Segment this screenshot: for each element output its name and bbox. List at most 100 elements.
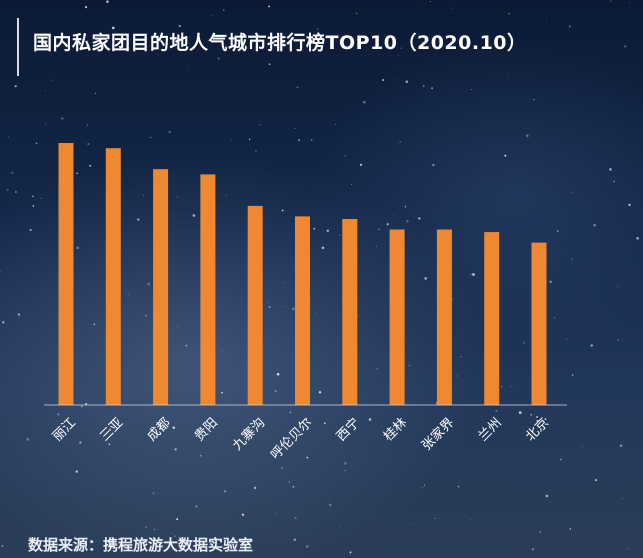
- star: [470, 274, 472, 276]
- star: [432, 163, 435, 167]
- star: [397, 79, 399, 80]
- star: [32, 195, 34, 197]
- star: [351, 183, 353, 185]
- star: [471, 519, 473, 521]
- star: [344, 155, 346, 157]
- star: [61, 117, 64, 120]
- bar: [531, 242, 547, 405]
- star: [289, 411, 291, 413]
- star: [128, 293, 130, 296]
- star: [323, 422, 326, 425]
- star: [0, 271, 1, 273]
- star: [386, 223, 389, 226]
- star: [29, 228, 32, 232]
- star: [357, 316, 359, 317]
- star: [420, 3, 422, 5]
- star: [422, 84, 425, 88]
- bar: [58, 143, 74, 405]
- star: [80, 405, 84, 408]
- star: [189, 114, 191, 115]
- title-accent-bar: [17, 18, 19, 76]
- bar: [105, 148, 121, 405]
- star: [93, 323, 96, 326]
- star: [318, 391, 322, 394]
- star: [359, 163, 363, 166]
- star: [89, 164, 92, 167]
- star: [276, 372, 280, 376]
- star: [76, 246, 80, 250]
- star: [424, 277, 428, 280]
- x-tick-label: 贵阳: [192, 415, 221, 444]
- star: [627, 548, 629, 550]
- star: [626, 98, 628, 100]
- star: [108, 20, 109, 22]
- star: [610, 0, 612, 2]
- star: [177, 326, 179, 328]
- star: [268, 306, 271, 309]
- star: [406, 219, 409, 223]
- star: [495, 409, 498, 412]
- star: [217, 57, 220, 60]
- star: [511, 385, 513, 387]
- star: [421, 41, 424, 44]
- star: [111, 26, 115, 30]
- star: [172, 426, 176, 430]
- x-tick-label: 成都: [145, 415, 174, 444]
- star: [284, 282, 286, 283]
- star: [518, 411, 522, 414]
- star: [267, 301, 269, 303]
- star: [404, 206, 407, 208]
- star: [292, 307, 295, 311]
- star: [613, 180, 615, 183]
- star: [616, 286, 618, 288]
- star: [288, 481, 291, 483]
- star: [368, 418, 372, 421]
- star: [276, 37, 277, 38]
- star: [293, 538, 297, 541]
- bar: [436, 229, 452, 405]
- x-tick-label: 张家界: [419, 415, 458, 454]
- star: [457, 485, 460, 488]
- star: [168, 130, 171, 134]
- star: [344, 470, 346, 472]
- star: [424, 484, 426, 486]
- star: [32, 205, 35, 207]
- star: [363, 100, 366, 104]
- star: [574, 316, 576, 318]
- star: [422, 487, 424, 489]
- star: [284, 306, 286, 307]
- star: [593, 223, 596, 227]
- star: [144, 314, 147, 317]
- star: [544, 418, 547, 421]
- star: [326, 229, 329, 232]
- star: [254, 150, 257, 153]
- star: [296, 86, 299, 89]
- star: [413, 523, 415, 525]
- star: [75, 470, 78, 473]
- star: [40, 197, 42, 200]
- star: [297, 139, 301, 142]
- x-tick-label: 丽江: [50, 415, 79, 444]
- star: [619, 444, 623, 448]
- star: [530, 413, 533, 416]
- bar: [484, 232, 500, 405]
- x-tick-label: 兰州: [476, 415, 505, 444]
- star: [553, 317, 556, 319]
- star: [334, 124, 336, 126]
- star: [355, 12, 358, 15]
- star: [507, 75, 509, 77]
- star: [565, 338, 567, 340]
- star: [349, 551, 352, 554]
- star: [508, 12, 510, 15]
- data-source-note: 数据来源：携程旅游大数据实验室: [28, 536, 254, 554]
- star: [306, 456, 309, 459]
- star: [99, 333, 101, 335]
- star: [49, 491, 50, 492]
- star: [621, 497, 624, 500]
- star: [275, 513, 277, 515]
- star: [174, 535, 176, 537]
- star: [11, 171, 14, 174]
- star: [460, 356, 462, 358]
- star: [192, 214, 196, 217]
- star: [313, 227, 316, 230]
